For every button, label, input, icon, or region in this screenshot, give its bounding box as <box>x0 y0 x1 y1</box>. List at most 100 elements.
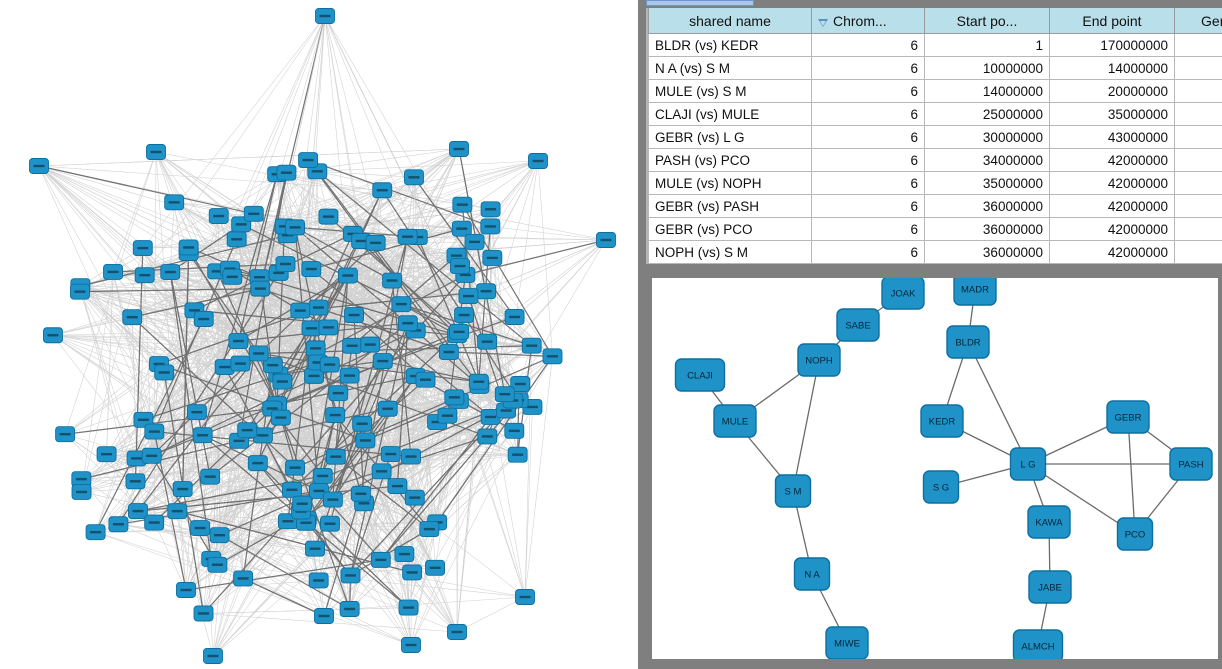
full-network-node-label <box>382 407 394 410</box>
subnetwork-node[interactable]: KAWA <box>1027 505 1071 539</box>
subnetwork-node-shape <box>1106 400 1150 434</box>
table-cell-genetic: 7.5 <box>1174 79 1222 103</box>
subnetwork-node[interactable]: JOAK <box>881 278 925 310</box>
column-header-shared-name-label: shared name <box>689 12 771 29</box>
full-network-node-label <box>429 566 441 570</box>
full-network-node-label <box>443 350 455 354</box>
full-network-node-label <box>385 452 397 456</box>
subnetwork-node-shape <box>1027 505 1071 539</box>
subnetwork-node[interactable]: ALMCH <box>1012 629 1064 659</box>
table-row[interactable]: PASH (vs) PCO6340000004200000011.4 <box>648 148 1222 172</box>
subnetwork-node-label: L G <box>1021 460 1036 471</box>
subnetwork-node[interactable]: MADR <box>953 278 997 306</box>
subnetwork-node-label: S G <box>933 483 949 494</box>
table-row[interactable]: N A (vs) S M610000000140000006.6 <box>648 56 1222 80</box>
column-header-end-point[interactable]: End point <box>1049 8 1175 34</box>
full-network-node-label <box>376 189 388 192</box>
table-cell-chromosome: 6 <box>811 33 925 57</box>
subnetwork-node[interactable]: NOPH <box>797 343 841 377</box>
full-network-node-label <box>139 273 151 277</box>
subnetwork-node[interactable]: CLAJI <box>674 358 726 392</box>
table-row[interactable]: MULE (vs) S M614000000200000007.5 <box>648 79 1222 103</box>
full-network-nodes[interactable] <box>29 8 616 664</box>
full-network-node-label <box>74 290 86 293</box>
table-row[interactable]: MULE (vs) NOPH6350000004200000010.5 <box>648 171 1222 195</box>
subnetwork-node[interactable]: PCO <box>1116 517 1154 551</box>
subnetwork-node[interactable]: PASH <box>1169 447 1213 481</box>
edge-table[interactable]: shared name Chrom... Start po... End poi… <box>648 8 1222 264</box>
full-network-node-label <box>342 274 354 277</box>
subnetwork-node[interactable]: MIWE <box>825 626 869 659</box>
column-header-chromosome[interactable]: Chrom... <box>811 8 925 34</box>
table-row[interactable]: BLDR (vs) KEDR61170000000192.0 <box>648 33 1222 57</box>
table-cell-chromosome: 6 <box>811 194 925 218</box>
table-cell-chromosome: 6 <box>811 102 925 126</box>
table-row[interactable]: CLAJI (vs) MULE625000000350000005.9 <box>648 102 1222 126</box>
column-header-genetic[interactable]: Genetic... <box>1174 8 1222 34</box>
table-cell-start-point: 30000000 <box>924 125 1050 149</box>
full-network-node-label <box>33 164 45 168</box>
table-row[interactable]: GEBR (vs) PCO636000000420000008.4 <box>648 217 1222 241</box>
table-row[interactable]: NOPH (vs) S M636000000420000009.9 <box>648 240 1222 264</box>
subnetwork-node-label: BLDR <box>955 338 980 349</box>
full-network-node-label <box>90 530 102 534</box>
table-cell-genetic: 192.0 <box>1174 33 1222 57</box>
full-network-node-label <box>346 344 358 347</box>
sort-descending-icon <box>818 18 828 27</box>
subnetwork-node[interactable]: SABE <box>836 308 880 342</box>
full-network-node-label <box>198 612 210 615</box>
table-cell-end-point: 42000000 <box>1049 217 1175 241</box>
full-network-node-label <box>101 452 113 456</box>
subnetwork-edge[interactable] <box>1127 416 1136 535</box>
full-network-node-label <box>191 410 203 414</box>
full-network-node-label <box>148 521 160 524</box>
subnetwork-edge[interactable] <box>967 341 1029 465</box>
edge-table-body[interactable]: BLDR (vs) KEDR61170000000192.0N A (vs) S… <box>648 33 1222 264</box>
table-cell-end-point: 35000000 <box>1049 102 1175 126</box>
subnetwork-node-shape <box>713 404 757 438</box>
full-network-node-label <box>431 420 443 424</box>
subnetwork-node-label: KEDR <box>929 417 956 428</box>
table-cell-start-point: 35000000 <box>924 171 1050 195</box>
table-cell-end-point: 170000000 <box>1049 33 1175 57</box>
table-cell-start-point: 1 <box>924 33 1050 57</box>
full-network-node-label <box>310 347 322 350</box>
column-header-genetic-label: Genetic... <box>1201 12 1222 29</box>
full-network-node-label <box>391 484 403 488</box>
table-cell-start-point: 25000000 <box>924 102 1050 126</box>
column-header-start-point[interactable]: Start po... <box>924 8 1050 34</box>
full-network-view[interactable] <box>0 0 638 669</box>
full-network-node-label <box>180 588 192 592</box>
subnetwork-canvas[interactable]: CLAJI MULE NOPH SABE JOAK S M N A MIWE MADR BLDR K… <box>652 278 1218 659</box>
full-network-node-label <box>312 306 324 309</box>
subnetwork-node[interactable]: JABE <box>1028 570 1072 604</box>
table-row[interactable]: GEBR (vs) L G6300000004300000016.9 <box>648 125 1222 149</box>
subnetwork-node[interactable]: MULE <box>713 404 757 438</box>
table-cell-end-point: 43000000 <box>1049 125 1175 149</box>
subnetwork-node[interactable]: GEBR <box>1106 400 1150 434</box>
subnetwork-edge[interactable] <box>792 359 820 492</box>
full-network-node-label <box>458 313 470 317</box>
subnetwork-node[interactable]: KEDR <box>920 404 964 438</box>
subnetwork-node[interactable]: L G <box>1009 447 1047 481</box>
subnetwork-node[interactable]: BLDR <box>946 325 990 359</box>
table-cell-chromosome: 6 <box>811 171 925 195</box>
full-network-node-label <box>313 489 325 493</box>
edge-table-scroll-area[interactable]: shared name Chrom... Start po... End poi… <box>646 8 1222 264</box>
table-cell-chromosome: 6 <box>811 148 925 172</box>
table-cell-genetic: 16.9 <box>1174 125 1222 149</box>
full-network-node-label <box>375 558 387 562</box>
full-network-node-label <box>150 150 162 154</box>
subnetwork-node[interactable]: S G <box>922 470 960 504</box>
column-header-shared-name[interactable]: shared name <box>648 8 812 34</box>
table-row[interactable]: GEBR (vs) PASH636000000420000008.9 <box>648 194 1222 218</box>
full-network-node-label <box>480 289 492 293</box>
subnetwork-node[interactable]: N A <box>793 557 831 591</box>
full-network-canvas[interactable] <box>0 0 638 669</box>
full-network-node-label <box>423 527 435 531</box>
subnetwork-node[interactable]: S M <box>774 474 812 508</box>
full-network-node-label <box>402 321 414 325</box>
table-scroll-strip[interactable] <box>646 0 754 6</box>
subnetwork-node-label: KAWA <box>1035 518 1063 529</box>
full-network-node-label <box>107 270 119 274</box>
